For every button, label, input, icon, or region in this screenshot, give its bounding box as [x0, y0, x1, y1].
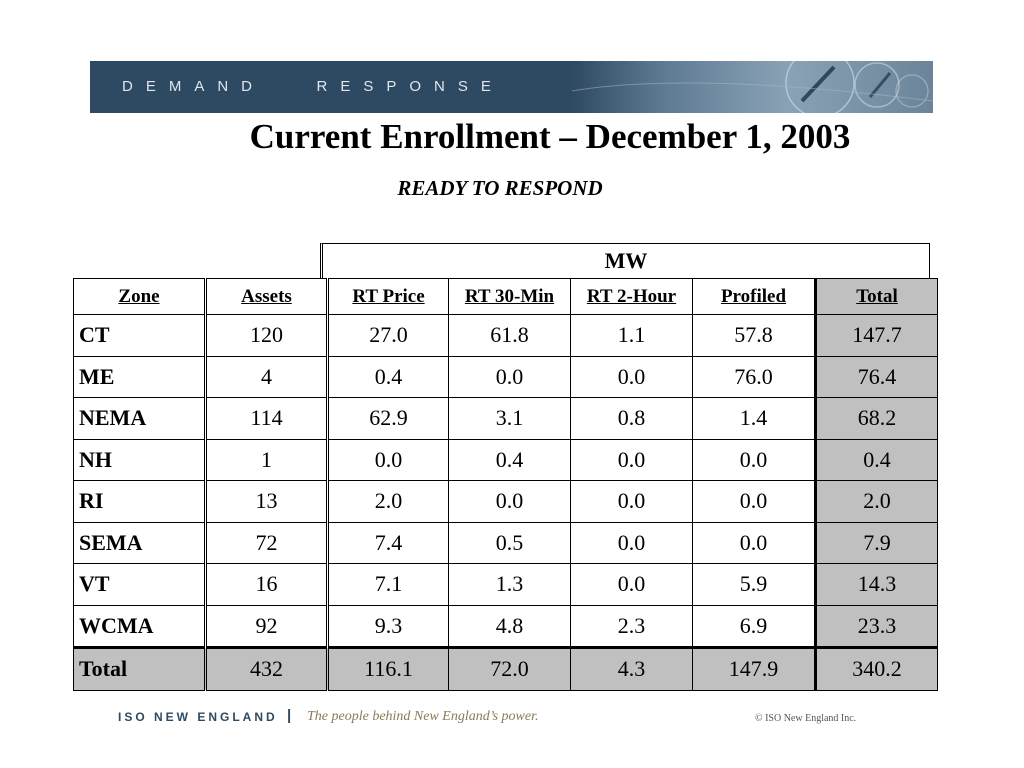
table-cell: 0.0 — [570, 563, 693, 606]
table-cell: 1.4 — [692, 397, 817, 440]
table-cell: 14.3 — [815, 563, 938, 606]
table-cell: 0.4 — [815, 438, 938, 481]
table-cell: 13 — [205, 480, 329, 523]
table-cell: 72 — [205, 521, 329, 564]
table-cell: 0.0 — [448, 480, 571, 523]
table-cell: 114 — [205, 397, 329, 440]
table-cell: 147.9 — [692, 646, 817, 691]
table-cell: WCMA — [73, 604, 207, 648]
table-cell: 68.2 — [815, 397, 938, 440]
table-row: NH 1 0.0 0.4 0.0 0.0 0.4 — [73, 438, 938, 481]
mw-group-header: MW — [320, 243, 930, 278]
table-cell: VT — [73, 563, 207, 606]
table-row: RI 13 2.0 0.0 0.0 0.0 2.0 — [73, 480, 938, 523]
table-cell: 0.0 — [570, 355, 693, 398]
header-banner: DEMAND RESPONSE — [90, 61, 933, 113]
table-cell: 72.0 — [448, 646, 571, 691]
table-cell: RI — [73, 480, 207, 523]
footer-tagline: The people behind New England’s power. — [307, 709, 539, 724]
table-cell: 6.9 — [692, 604, 817, 648]
table-cell: 0.4 — [327, 355, 449, 398]
table-header-row: Zone Assets RT Price RT 30-Min RT 2-Hour Prof… — [73, 278, 938, 315]
table-cell: SEMA — [73, 521, 207, 564]
table-cell: 76.0 — [692, 355, 817, 398]
footer-org: ISO NEW ENGLAND — [118, 710, 278, 724]
table-row: SEMA 72 7.4 0.5 0.0 0.0 7.9 — [73, 521, 938, 564]
table-cell: CT — [73, 314, 207, 357]
table-cell: ME — [73, 355, 207, 398]
table-cell: 76.4 — [815, 355, 938, 398]
table-row: CT 120 27.0 61.8 1.1 57.8 147.7 — [73, 314, 938, 357]
table-total-row: Total 432 116.1 72.0 4.3 147.9 340.2 — [73, 646, 938, 691]
table-cell: 2.0 — [815, 480, 938, 523]
table-cell: 1.3 — [448, 563, 571, 606]
meter-dial-icon — [572, 61, 933, 113]
table-row: NEMA 114 62.9 3.1 0.8 1.4 68.2 — [73, 397, 938, 440]
column-header: RT Price — [327, 278, 449, 315]
page-subtitle: READY TO RESPOND — [397, 176, 603, 200]
footer-separator: | — [287, 707, 292, 724]
table-cell: 4.8 — [448, 604, 571, 648]
column-header: Assets — [205, 278, 329, 315]
table-cell: 0.0 — [448, 355, 571, 398]
table-cell: 2.3 — [570, 604, 693, 648]
table-cell: 9.3 — [327, 604, 449, 648]
table-cell: 5.9 — [692, 563, 817, 606]
table-cell: 116.1 — [327, 646, 449, 691]
table-cell: 2.0 — [327, 480, 449, 523]
table-cell: 7.1 — [327, 563, 449, 606]
table-cell: 57.8 — [692, 314, 817, 357]
column-header: Profiled — [692, 278, 817, 315]
table-cell: 3.1 — [448, 397, 571, 440]
table-cell: 61.8 — [448, 314, 571, 357]
table-cell: 0.8 — [570, 397, 693, 440]
column-header: Total — [815, 278, 938, 315]
table-cell: 0.0 — [327, 438, 449, 481]
table-cell: 432 — [205, 646, 329, 691]
table-cell: 0.0 — [692, 438, 817, 481]
table-row: WCMA 92 9.3 4.8 2.3 6.9 23.3 — [73, 604, 938, 648]
table-cell: NH — [73, 438, 207, 481]
table-cell: 4.3 — [570, 646, 693, 691]
table-cell: 0.4 — [448, 438, 571, 481]
table-cell: 0.0 — [570, 480, 693, 523]
banner-title: DEMAND RESPONSE — [122, 78, 504, 95]
column-header: Zone — [73, 278, 207, 315]
page-title: Current Enrollment – December 1, 2003 — [249, 117, 851, 156]
table-cell: 1 — [205, 438, 329, 481]
table-cell: Total — [73, 646, 207, 691]
table-cell: 62.9 — [327, 397, 449, 440]
table-row: ME 4 0.4 0.0 0.0 76.0 76.4 — [73, 355, 938, 398]
table-cell: 7.4 — [327, 521, 449, 564]
table-cell: 0.5 — [448, 521, 571, 564]
footer-copyright: © ISO New England Inc. — [755, 713, 857, 724]
table-row: VT 16 7.1 1.3 0.0 5.9 14.3 — [73, 563, 938, 606]
table-cell: 147.7 — [815, 314, 938, 357]
table-cell: NEMA — [73, 397, 207, 440]
table-cell: 120 — [205, 314, 329, 357]
table-cell: 27.0 — [327, 314, 449, 357]
table-cell: 7.9 — [815, 521, 938, 564]
table-cell: 0.0 — [692, 521, 817, 564]
table-cell: 16 — [205, 563, 329, 606]
enrollment-table: Zone Assets RT Price RT 30-Min RT 2-Hour Prof… — [73, 278, 938, 691]
table-cell: 0.0 — [692, 480, 817, 523]
table-cell: 340.2 — [815, 646, 938, 691]
column-header: RT 2-Hour — [570, 278, 693, 315]
column-header: RT 30-Min — [448, 278, 571, 315]
table-cell: 92 — [205, 604, 329, 648]
table-cell: 23.3 — [815, 604, 938, 648]
table-cell: 1.1 — [570, 314, 693, 357]
table-cell: 0.0 — [570, 521, 693, 564]
table-cell: 0.0 — [570, 438, 693, 481]
table-cell: 4 — [205, 355, 329, 398]
